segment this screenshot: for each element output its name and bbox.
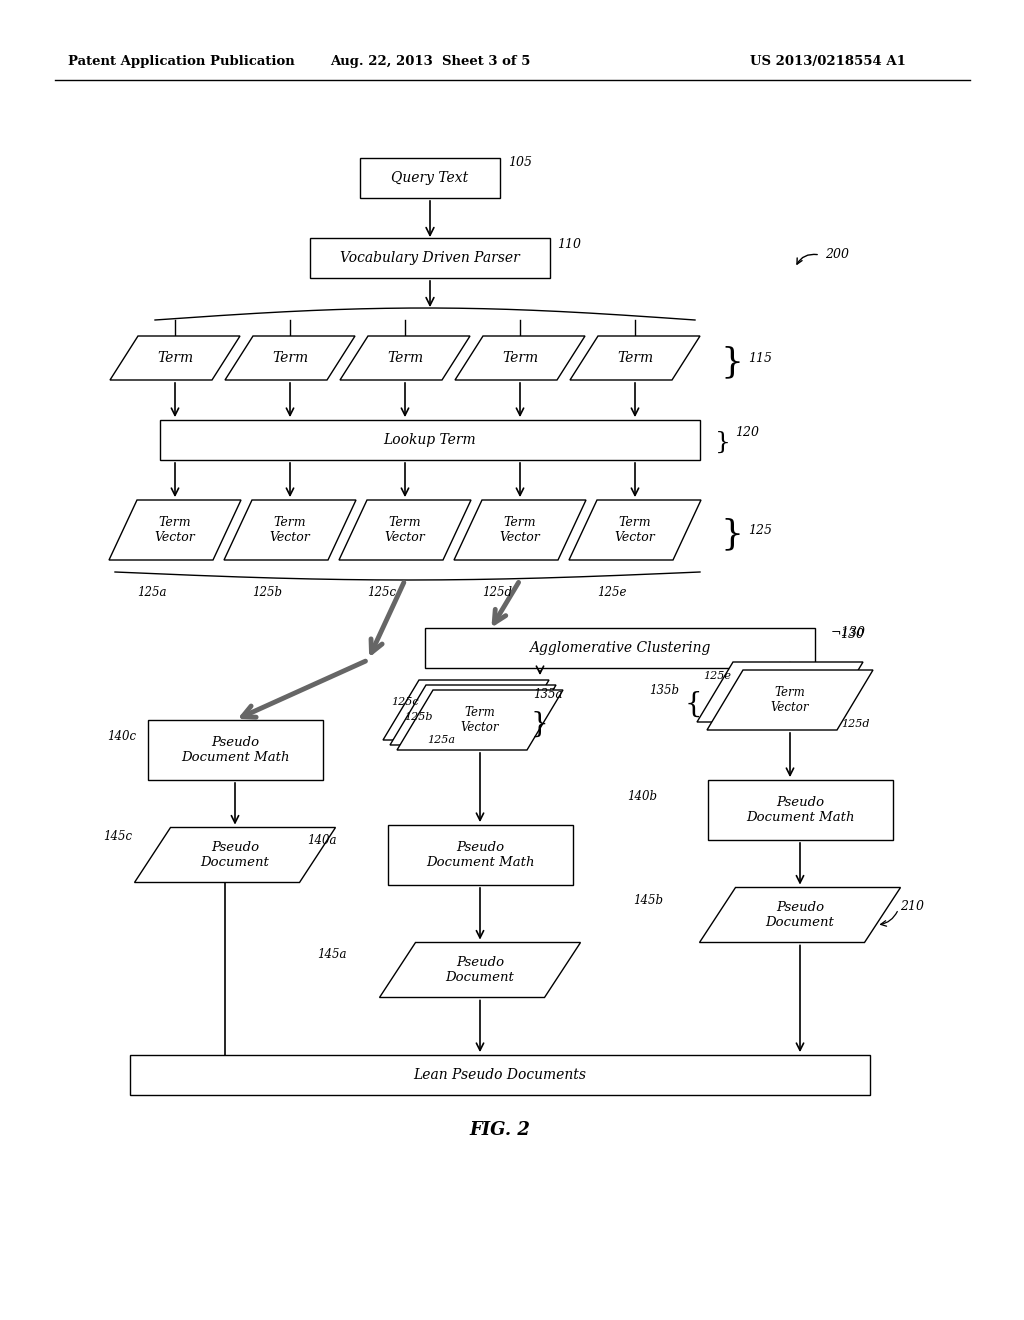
Text: 140b: 140b: [628, 789, 657, 803]
Text: 135b: 135b: [649, 684, 679, 697]
Text: Term: Term: [502, 351, 538, 366]
Text: Pseudo
Document: Pseudo Document: [445, 956, 514, 983]
Text: }: }: [720, 517, 743, 550]
Polygon shape: [109, 500, 241, 560]
Text: 125d: 125d: [841, 719, 869, 729]
Bar: [310, 238, 550, 279]
Text: }: }: [720, 345, 743, 379]
Bar: [708, 780, 893, 840]
Text: 125b: 125b: [404, 711, 432, 722]
Text: 110: 110: [557, 238, 581, 251]
Bar: [425, 628, 815, 668]
Text: 125e: 125e: [703, 671, 731, 681]
Text: Term
Vector: Term Vector: [771, 686, 809, 714]
Bar: [130, 1055, 870, 1096]
Text: 130: 130: [840, 627, 864, 640]
Polygon shape: [383, 680, 549, 741]
Polygon shape: [110, 337, 240, 380]
Text: Lookup Term: Lookup Term: [384, 433, 476, 447]
Text: Term
Vector: Term Vector: [385, 516, 425, 544]
Text: 200: 200: [825, 248, 849, 260]
Text: FIG. 2: FIG. 2: [470, 1121, 530, 1139]
Text: 125: 125: [748, 524, 772, 536]
Polygon shape: [397, 690, 563, 750]
Polygon shape: [707, 671, 873, 730]
Text: Term
Vector: Term Vector: [155, 516, 196, 544]
Text: Agglomerative Clustering: Agglomerative Clustering: [529, 642, 711, 655]
Text: }: }: [531, 710, 549, 738]
Text: Term
Vector: Term Vector: [461, 706, 500, 734]
Text: 135a: 135a: [534, 688, 562, 701]
Text: Pseudo
Document: Pseudo Document: [766, 902, 835, 929]
Text: Vocabulary Driven Parser: Vocabulary Driven Parser: [340, 251, 520, 265]
Bar: [387, 825, 572, 884]
Text: Patent Application Publication: Patent Application Publication: [68, 55, 295, 69]
Polygon shape: [340, 337, 470, 380]
Text: Term: Term: [157, 351, 194, 366]
Polygon shape: [380, 942, 581, 998]
Text: Term: Term: [387, 351, 423, 366]
Text: 125c: 125c: [391, 697, 419, 708]
Text: {: {: [685, 690, 702, 718]
Text: 115: 115: [748, 351, 772, 364]
Text: 125a: 125a: [427, 735, 455, 744]
Polygon shape: [224, 500, 356, 560]
Text: 140a: 140a: [307, 834, 337, 847]
Polygon shape: [570, 337, 700, 380]
Text: 145b: 145b: [634, 895, 664, 908]
Text: Term: Term: [272, 351, 308, 366]
Text: Term
Vector: Term Vector: [269, 516, 310, 544]
Text: 125c: 125c: [367, 586, 396, 598]
Text: 125d: 125d: [482, 586, 512, 598]
Polygon shape: [225, 337, 355, 380]
Text: Pseudo
Document Math: Pseudo Document Math: [745, 796, 854, 824]
Text: 145c: 145c: [103, 830, 132, 843]
Text: Term
Vector: Term Vector: [500, 516, 541, 544]
Text: 140c: 140c: [106, 730, 136, 742]
Text: Term
Vector: Term Vector: [614, 516, 655, 544]
Text: Pseudo
Document Math: Pseudo Document Math: [426, 841, 535, 869]
Polygon shape: [454, 500, 586, 560]
Polygon shape: [697, 663, 863, 722]
Text: 125a: 125a: [137, 586, 167, 598]
Text: 210: 210: [900, 900, 925, 913]
Text: 125e: 125e: [597, 586, 627, 598]
Text: Term: Term: [616, 351, 653, 366]
Polygon shape: [455, 337, 585, 380]
Polygon shape: [339, 500, 471, 560]
Bar: [360, 158, 500, 198]
Text: Lean Pseudo Documents: Lean Pseudo Documents: [414, 1068, 587, 1082]
Bar: [147, 719, 323, 780]
Text: 145a: 145a: [317, 949, 347, 961]
Text: $\neg$130: $\neg$130: [830, 624, 866, 639]
Polygon shape: [699, 887, 900, 942]
Polygon shape: [569, 500, 701, 560]
Text: Query Text: Query Text: [391, 172, 469, 185]
Text: Aug. 22, 2013  Sheet 3 of 5: Aug. 22, 2013 Sheet 3 of 5: [330, 55, 530, 69]
Bar: [160, 420, 700, 459]
Text: 125b: 125b: [252, 586, 282, 598]
Polygon shape: [134, 828, 336, 883]
Text: }: }: [715, 430, 731, 454]
Text: Pseudo
Document: Pseudo Document: [201, 841, 269, 869]
Text: Pseudo
Document Math: Pseudo Document Math: [181, 737, 289, 764]
Text: 120: 120: [735, 425, 759, 438]
Polygon shape: [390, 685, 556, 744]
Text: US 2013/0218554 A1: US 2013/0218554 A1: [750, 55, 906, 69]
Text: 105: 105: [508, 157, 532, 169]
